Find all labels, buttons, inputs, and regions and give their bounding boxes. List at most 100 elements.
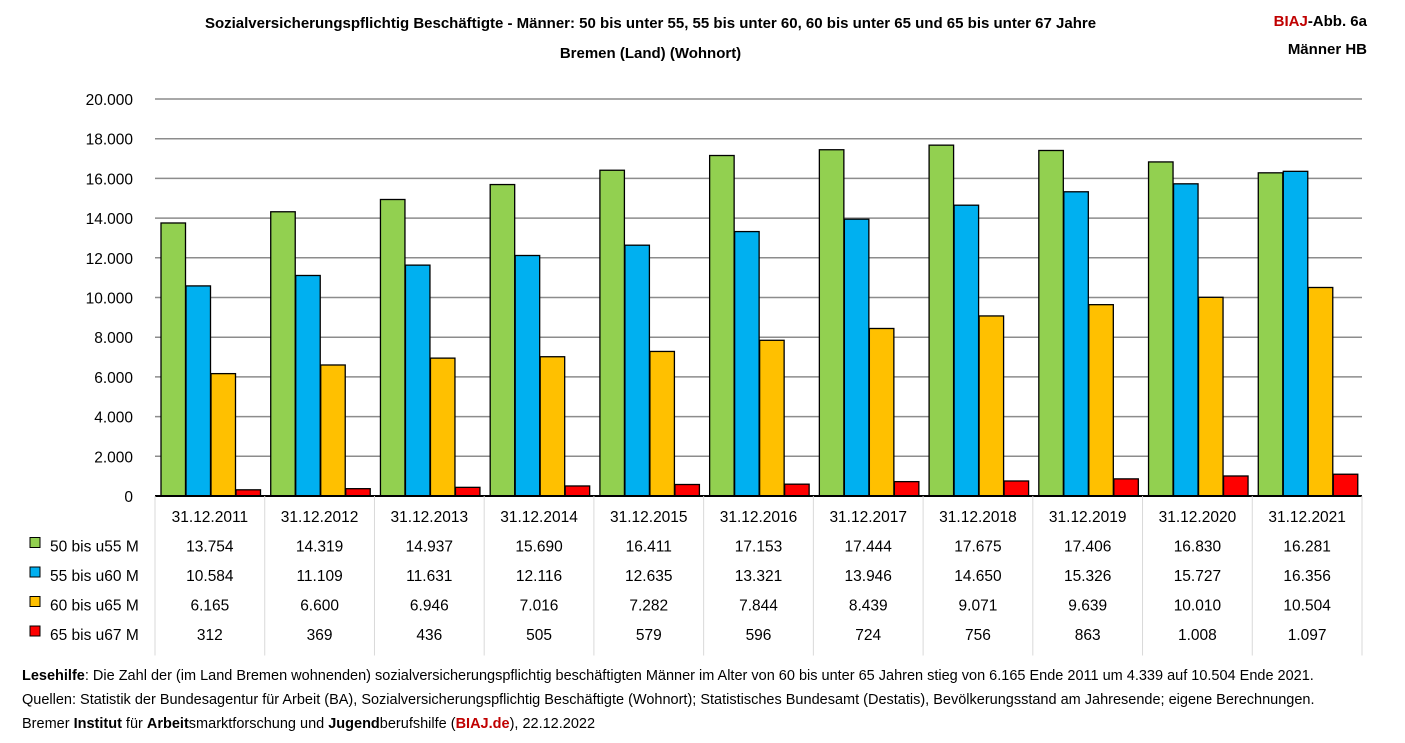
bar xyxy=(1222,475,1249,497)
bar xyxy=(783,483,810,497)
bar xyxy=(1003,480,1030,497)
bar xyxy=(1113,478,1139,497)
data-label: 1.097 xyxy=(1288,627,1327,644)
x-tick-label: 31.12.2011 xyxy=(172,509,248,526)
bar xyxy=(1197,296,1224,497)
y-tick-label: 2.000 xyxy=(94,449,133,466)
legend-label: 65 bis u67 M xyxy=(50,627,139,644)
y-tick-label: 6.000 xyxy=(94,370,133,387)
legend-swatch xyxy=(29,537,41,548)
publisher-text: Jugend xyxy=(328,716,380,732)
data-label: 16.411 xyxy=(626,539,672,556)
bar xyxy=(674,483,701,497)
data-label: 15.690 xyxy=(515,539,563,556)
data-label: 7.016 xyxy=(520,598,559,615)
x-tick-label: 31.12.2012 xyxy=(281,509,359,526)
bar xyxy=(295,274,321,497)
bar xyxy=(953,204,980,497)
data-label: 9.639 xyxy=(1068,598,1107,615)
data-label: 6.165 xyxy=(190,598,229,615)
legend-label: 60 bis u65 M xyxy=(50,598,139,615)
reading-help-label: Lesehilfe xyxy=(22,668,85,684)
y-tick-label: 8.000 xyxy=(94,330,133,347)
bar xyxy=(539,356,566,497)
chart-subtitle: Bremen (Land) (Wohnort) xyxy=(559,45,742,62)
publisher-link[interactable]: BIAJ.de xyxy=(455,716,510,732)
reading-help-text: : Die Zahl der (im Land Bremen wohnenden… xyxy=(84,668,1314,684)
publisher-text: Bremer xyxy=(22,716,74,732)
bar xyxy=(1147,161,1174,497)
data-label: 1.008 xyxy=(1178,627,1217,644)
data-label: 6.600 xyxy=(300,598,339,615)
x-tick-label: 31.12.2017 xyxy=(829,509,907,526)
bar xyxy=(345,488,371,497)
data-label: 6.946 xyxy=(410,598,449,615)
y-tick-label: 20.000 xyxy=(86,92,134,109)
bar xyxy=(624,244,651,497)
bar xyxy=(454,486,481,497)
legend-swatch xyxy=(29,566,41,578)
y-tick-label: 0 xyxy=(124,489,133,506)
data-label: 10.504 xyxy=(1283,598,1331,615)
y-tick-label: 4.000 xyxy=(94,410,133,427)
bar xyxy=(404,264,431,497)
bar xyxy=(1282,170,1309,497)
data-label: 13.946 xyxy=(845,568,892,585)
figure-number: -Abb. 6a xyxy=(1307,13,1367,30)
data-label: 10.584 xyxy=(186,568,234,585)
data-label: 369 xyxy=(307,627,333,644)
bar xyxy=(160,222,187,497)
bar xyxy=(1063,191,1089,497)
bar xyxy=(733,230,760,497)
bar xyxy=(1172,183,1199,497)
bar xyxy=(1332,473,1359,497)
bar xyxy=(564,485,591,497)
y-tick-label: 12.000 xyxy=(86,251,134,268)
data-label: 579 xyxy=(636,627,662,644)
data-label: 12.635 xyxy=(625,568,672,585)
data-label: 13.321 xyxy=(735,568,782,585)
y-tick-label: 14.000 xyxy=(86,211,134,228)
x-tick-label: 31.12.2015 xyxy=(610,509,688,526)
data-label: 14.319 xyxy=(296,539,343,556)
data-label: 7.282 xyxy=(629,598,668,615)
data-label: 505 xyxy=(526,627,552,644)
publisher-text: für xyxy=(121,716,147,732)
chart-title: Sozialversicherungspflichtig Beschäftigt… xyxy=(204,15,1097,32)
data-label: 436 xyxy=(416,627,442,644)
bar xyxy=(185,285,212,497)
publisher-note: Bremer Institut für Arbeitsmarktforschun… xyxy=(22,712,1315,736)
data-label: 13.754 xyxy=(186,539,234,556)
bar xyxy=(818,149,845,497)
reading-help: Lesehilfe: Die Zahl der (im Land Bremen … xyxy=(22,664,1315,688)
figure-tag: BIAJ-Abb. 6a xyxy=(1274,13,1367,30)
data-label: 17.444 xyxy=(845,539,893,556)
legend-swatch xyxy=(29,625,41,637)
bar xyxy=(514,254,541,497)
y-tick-label: 16.000 xyxy=(86,171,134,188)
bar xyxy=(599,169,626,497)
x-tick-label: 31.12.2016 xyxy=(720,509,798,526)
data-label: 16.356 xyxy=(1283,568,1330,585)
brand-label: BIAJ xyxy=(1273,13,1308,30)
data-label: 756 xyxy=(965,627,991,644)
data-label: 16.281 xyxy=(1283,539,1330,556)
data-label: 17.406 xyxy=(1064,539,1111,556)
data-label: 17.675 xyxy=(954,539,1001,556)
sources-note: Quellen: Statistik der Bundesagentur für… xyxy=(22,692,1315,708)
publisher-text: Institut xyxy=(73,716,122,732)
bar xyxy=(429,357,456,497)
data-label: 14.937 xyxy=(406,539,453,556)
bar xyxy=(868,327,895,497)
legend-swatch xyxy=(29,596,41,607)
x-tick-label: 31.12.2019 xyxy=(1049,509,1127,526)
bar xyxy=(489,183,516,497)
bar xyxy=(758,339,785,497)
bar xyxy=(210,372,237,497)
x-tick-label: 31.12.2021 xyxy=(1268,509,1346,526)
x-tick-label: 31.12.2020 xyxy=(1159,509,1237,526)
data-label: 7.844 xyxy=(739,598,778,615)
bar xyxy=(379,198,406,497)
legend-label: 55 bis u60 M xyxy=(50,568,139,585)
data-label: 15.727 xyxy=(1174,568,1221,585)
